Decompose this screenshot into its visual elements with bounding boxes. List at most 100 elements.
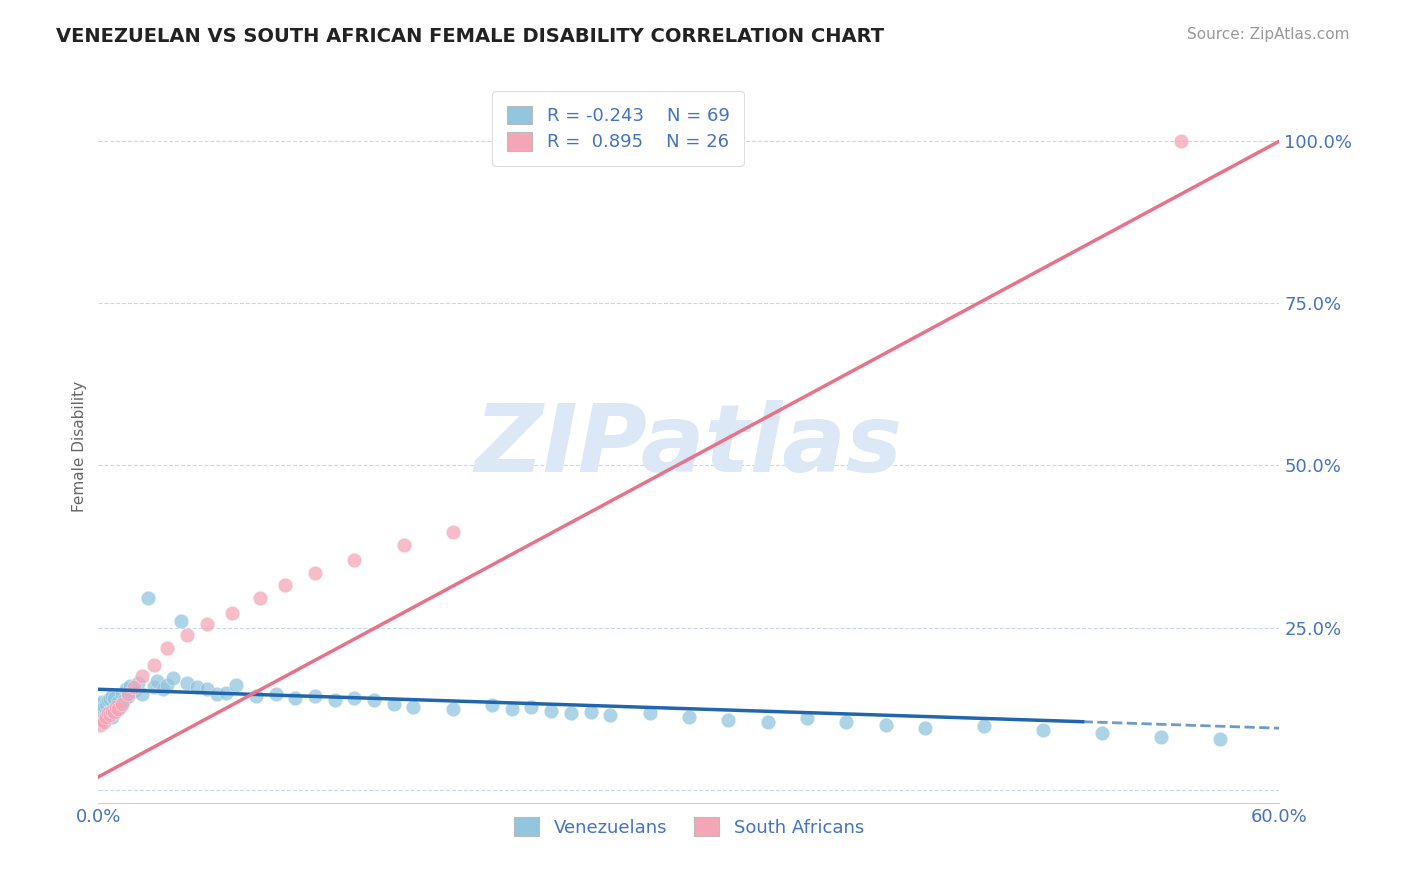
Point bbox=[97, 693, 120, 707]
Point bbox=[117, 689, 139, 703]
Point bbox=[304, 566, 326, 580]
Point bbox=[91, 713, 114, 727]
Point bbox=[560, 706, 582, 721]
Text: ZIPatlas: ZIPatlas bbox=[475, 400, 903, 492]
Point bbox=[101, 689, 124, 703]
Point bbox=[156, 641, 179, 656]
Point bbox=[131, 687, 153, 701]
Point bbox=[97, 706, 120, 721]
Point bbox=[89, 718, 111, 732]
Point bbox=[136, 591, 159, 606]
Point bbox=[98, 692, 121, 706]
Point bbox=[914, 721, 936, 735]
Point bbox=[441, 524, 464, 539]
Point bbox=[96, 710, 118, 724]
Point bbox=[195, 682, 218, 697]
Point bbox=[245, 689, 267, 703]
Point bbox=[638, 706, 661, 721]
Text: Source: ZipAtlas.com: Source: ZipAtlas.com bbox=[1187, 27, 1350, 42]
Point bbox=[108, 699, 131, 714]
Point bbox=[111, 697, 134, 711]
Point bbox=[103, 705, 125, 719]
Point bbox=[101, 704, 124, 718]
Point bbox=[118, 679, 141, 693]
Point bbox=[127, 675, 149, 690]
Y-axis label: Female Disability: Female Disability bbox=[72, 380, 87, 512]
Point bbox=[122, 684, 145, 698]
Point bbox=[402, 699, 425, 714]
Point bbox=[115, 682, 138, 697]
Point bbox=[176, 628, 198, 642]
Point bbox=[756, 714, 779, 729]
Point bbox=[249, 591, 271, 606]
Point bbox=[264, 687, 287, 701]
Point bbox=[382, 697, 405, 711]
Point bbox=[105, 702, 128, 716]
Point bbox=[107, 695, 129, 709]
Point bbox=[835, 714, 858, 729]
Point bbox=[717, 713, 740, 727]
Point bbox=[96, 697, 118, 711]
Point bbox=[101, 710, 124, 724]
Point bbox=[89, 698, 111, 713]
Point bbox=[103, 706, 125, 721]
Point bbox=[152, 682, 174, 697]
Point bbox=[98, 704, 121, 718]
Point bbox=[1091, 725, 1114, 739]
Point bbox=[93, 699, 115, 714]
Point bbox=[796, 711, 818, 725]
Point bbox=[323, 693, 346, 707]
Point bbox=[501, 702, 523, 716]
Point bbox=[274, 578, 297, 592]
Point bbox=[112, 693, 135, 707]
Point bbox=[363, 693, 385, 707]
Point bbox=[540, 704, 562, 718]
Point bbox=[96, 706, 118, 721]
Point bbox=[599, 708, 621, 723]
Text: VENEZUELAN VS SOUTH AFRICAN FEMALE DISABILITY CORRELATION CHART: VENEZUELAN VS SOUTH AFRICAN FEMALE DISAB… bbox=[56, 27, 884, 45]
Point bbox=[117, 687, 139, 701]
Point bbox=[91, 695, 114, 709]
Point bbox=[205, 687, 228, 701]
Point bbox=[156, 678, 179, 692]
Point bbox=[973, 719, 995, 733]
Point bbox=[1170, 134, 1192, 148]
Point bbox=[481, 698, 503, 713]
Point bbox=[131, 669, 153, 683]
Point bbox=[98, 708, 121, 723]
Point bbox=[93, 705, 115, 719]
Point bbox=[579, 705, 602, 719]
Point bbox=[195, 617, 218, 632]
Point bbox=[170, 614, 193, 628]
Point bbox=[1032, 723, 1054, 738]
Point bbox=[225, 678, 247, 692]
Point bbox=[146, 673, 169, 688]
Point bbox=[103, 690, 125, 705]
Point bbox=[1150, 730, 1173, 744]
Point bbox=[107, 702, 129, 716]
Point bbox=[441, 702, 464, 716]
Point bbox=[97, 708, 120, 723]
Point bbox=[142, 658, 165, 673]
Point bbox=[93, 714, 115, 729]
Point bbox=[162, 671, 184, 685]
Point bbox=[343, 552, 366, 566]
Point bbox=[284, 690, 307, 705]
Point bbox=[111, 687, 134, 701]
Point bbox=[142, 681, 165, 695]
Point bbox=[215, 685, 238, 699]
Point bbox=[91, 702, 114, 716]
Point bbox=[221, 607, 243, 621]
Point bbox=[1209, 732, 1232, 747]
Point bbox=[122, 681, 145, 695]
Point bbox=[304, 689, 326, 703]
Point bbox=[678, 710, 700, 724]
Point bbox=[186, 681, 208, 695]
Point bbox=[520, 699, 543, 714]
Point bbox=[875, 718, 897, 732]
Legend: Venezuelans, South Africans: Venezuelans, South Africans bbox=[506, 810, 872, 844]
Point bbox=[105, 699, 128, 714]
Point bbox=[392, 538, 415, 552]
Point bbox=[343, 690, 366, 705]
Point bbox=[176, 675, 198, 690]
